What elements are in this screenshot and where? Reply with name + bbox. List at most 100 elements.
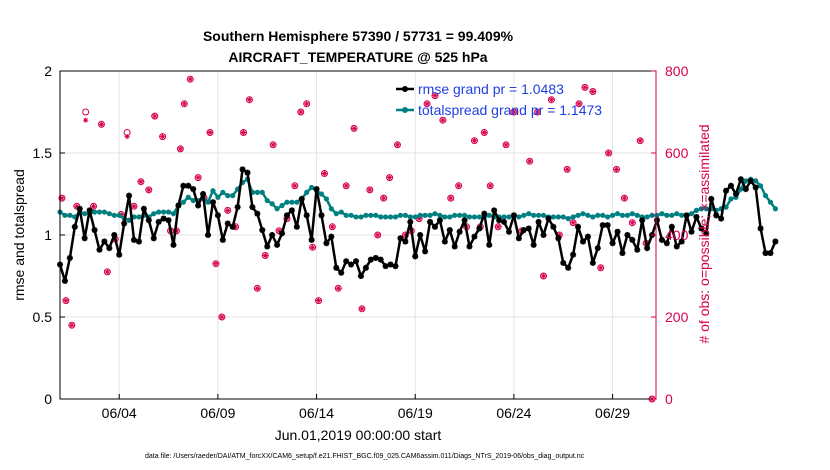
rmse-point (328, 233, 335, 240)
obs-possible-marker (534, 108, 542, 116)
totalspread-point (259, 189, 265, 195)
rmse-point (545, 215, 552, 222)
rmse-point (540, 232, 547, 238)
rmse-point (357, 273, 364, 279)
rmse-point (101, 238, 108, 245)
rmse-point (293, 223, 300, 230)
rmse-point (491, 207, 498, 214)
obs-possible-marker (431, 92, 439, 100)
totalspread-point (693, 207, 700, 213)
totalspread-point (269, 201, 275, 207)
obs-possible-marker (180, 100, 188, 108)
obs-assimilated-marker (104, 269, 110, 275)
totalspread-point (422, 212, 428, 218)
obs-assimilated-marker (146, 187, 152, 193)
obs-possible-marker (470, 137, 478, 145)
rmse-point (61, 277, 68, 284)
totalspread-point (210, 188, 216, 194)
rmse-point (471, 233, 478, 240)
obs-assimilated-marker (394, 142, 401, 148)
totalspread-point (82, 211, 88, 217)
obs-assimilated-marker (621, 195, 628, 201)
obs-assimilated-marker (225, 207, 231, 213)
totalspread-point (230, 193, 236, 199)
obs-assimilated-marker (527, 158, 533, 164)
obs-assimilated-marker (262, 252, 268, 259)
rmse-point (283, 212, 290, 219)
rmse-point (604, 222, 611, 229)
rmse-point (757, 225, 764, 232)
totalspread-point (343, 212, 349, 218)
obs-possible-marker (563, 165, 571, 173)
totalspread-point (412, 214, 418, 220)
rmse-point (530, 241, 537, 248)
totalspread-point (279, 202, 285, 209)
legend-rmse-label: rmse grand pr = 1.0483 (418, 81, 564, 97)
right-y-axis-ticks: 0 200 400 600 800 (651, 63, 689, 407)
totalspread-point (703, 206, 709, 212)
rmse-point (501, 218, 508, 225)
legend: rmse grand pr = 1.0483 totalspread grand… (396, 81, 602, 118)
obs-assimilated-marker (187, 76, 193, 82)
totalspread-point (501, 214, 507, 220)
rmse-point (106, 245, 113, 252)
obs-possible-marker (569, 219, 577, 227)
totalspread-point (284, 199, 290, 205)
totalspread-point (111, 212, 117, 218)
rmse-point (698, 225, 705, 232)
obs-possible-marker (613, 165, 621, 173)
totalspread-point (614, 211, 621, 217)
totalspread-point (185, 194, 191, 200)
rmse-point (402, 238, 409, 245)
legend-spread-marker (402, 107, 408, 113)
rmse-point (772, 238, 779, 245)
rmse-point (244, 169, 251, 176)
rmse-point (175, 202, 182, 209)
totalspread-point (457, 212, 463, 218)
rmse-point (619, 250, 626, 257)
obs-assimilated-marker (359, 306, 365, 312)
obs-possible-marker (194, 174, 202, 182)
rmse-point (417, 232, 424, 238)
totalspread-point (417, 212, 423, 218)
obs-possible-marker (628, 219, 636, 227)
rmse-point (723, 187, 730, 194)
obs-possible-marker (342, 182, 350, 190)
totalspread-point (392, 214, 399, 220)
totalspread-point (654, 212, 660, 218)
rmse-point (461, 217, 468, 224)
obs-assimilated-marker (570, 220, 576, 226)
totalspread-point (383, 214, 389, 220)
rmse-point (323, 240, 330, 247)
rmse-point (486, 241, 493, 248)
obs-possible-marker (526, 157, 534, 165)
right-tick-label: 800 (665, 63, 689, 79)
totalspread-point (669, 212, 675, 218)
obs-possible-marker (315, 297, 323, 305)
totalspread-point (674, 211, 680, 217)
totalspread-point (156, 209, 162, 215)
totalspread-point (550, 214, 556, 220)
rmse-point (451, 243, 458, 250)
totalspread-point (565, 216, 571, 222)
rmse-point (348, 261, 355, 268)
rmse-point (752, 184, 759, 191)
rmse-point (747, 177, 754, 184)
obs-assimilated-marker (207, 129, 213, 136)
rmse-point (387, 261, 394, 268)
totalspread-point (165, 209, 172, 215)
right-tick-label: 0 (665, 391, 673, 407)
y-axis-ticks: 0 0.5 1 1.5 2 (33, 63, 65, 407)
chart-title-line1: Southern Hemisphere 57390 / 57731 = 99.4… (203, 28, 514, 44)
y-tick-label: 1.5 (33, 145, 53, 161)
totalspread-point (116, 212, 122, 218)
obs-assimilated-marker (564, 166, 570, 172)
rmse-point (742, 186, 749, 193)
obs-assimilated-marker (90, 203, 97, 209)
obs-assimilated-marker (276, 228, 282, 234)
obs-assimilated-marker (177, 146, 183, 152)
obs-possible-marker (547, 96, 555, 104)
obs-assimilated-marker (424, 101, 430, 107)
rmse-point (688, 228, 695, 235)
totalspread-point (634, 212, 640, 218)
